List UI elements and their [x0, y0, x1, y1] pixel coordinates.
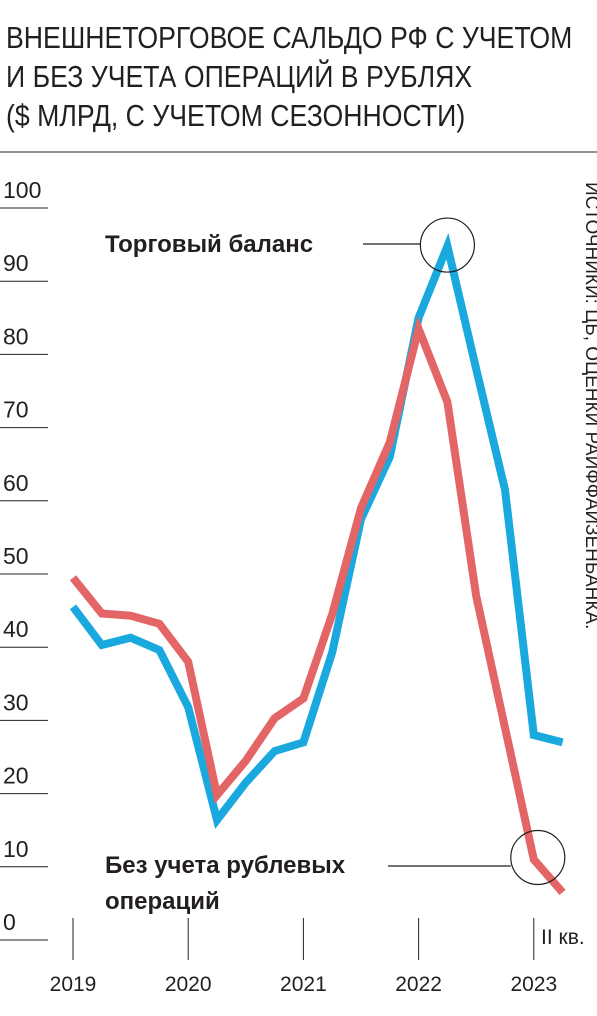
annotation-label-trade-balance: Торговый баланс — [105, 231, 313, 258]
series-line-trade-balance — [69, 232, 564, 829]
y-tick-20: 20 — [3, 763, 29, 789]
x-axis: 2019 2020 2021 2022 2023 II кв. — [50, 918, 585, 996]
series-lines — [69, 232, 566, 896]
chart-title: ВНЕШНЕТОРГОВОЕ САЛЬДО РФ С УЧЕТОМ И БЕЗ … — [6, 18, 573, 135]
y-gridlines — [0, 207, 48, 941]
chart-title-line-3: ($ МЛРД, С УЧЕТОМ СЕЗОННОСТИ) — [6, 98, 466, 133]
y-tick-10: 10 — [3, 836, 29, 862]
y-tick-70: 70 — [3, 397, 29, 423]
y-tick-80: 80 — [3, 323, 29, 349]
x-tick-2021: 2021 — [280, 973, 327, 996]
annotations: Торговый баланс Без учета рублевых операци… — [105, 217, 566, 915]
annotation-label-without-ruble-line-1: Без учета рублевых — [105, 852, 346, 879]
annotation-circle-low — [510, 829, 566, 886]
y-tick-60: 60 — [3, 470, 29, 496]
chart-title-line-2: И БЕЗ УЧЕТА ОПЕРАЦИЙ В РУБЛЯХ — [6, 59, 473, 94]
source-note: ИСТОЧНИКИ: ЦБ, ОЦЕНКИ РАЙФФАЙЗЕНБАНКА. — [581, 182, 597, 629]
x-tick-2020: 2020 — [165, 973, 212, 996]
y-tick-90: 90 — [3, 250, 29, 276]
last-point-label: II кв. — [541, 926, 585, 949]
y-tick-labels: 0 10 20 30 40 50 60 70 80 90 100 — [3, 177, 41, 935]
y-tick-50: 50 — [3, 543, 29, 569]
annotation-label-without-ruble-line-2: операций — [105, 888, 220, 915]
y-tick-100: 100 — [3, 177, 41, 203]
chart-title-line-1: ВНЕШНЕТОРГОВОЕ САЛЬДО РФ С УЧЕТОМ — [6, 20, 573, 55]
x-tick-2023: 2023 — [510, 973, 557, 996]
x-tick-2022: 2022 — [395, 973, 442, 996]
annotation-circle-peak — [419, 217, 475, 273]
series-line-without-ruble — [69, 315, 566, 896]
y-tick-40: 40 — [3, 616, 29, 642]
y-tick-0: 0 — [3, 909, 16, 935]
x-tick-2019: 2019 — [50, 973, 97, 996]
y-tick-30: 30 — [3, 689, 29, 715]
